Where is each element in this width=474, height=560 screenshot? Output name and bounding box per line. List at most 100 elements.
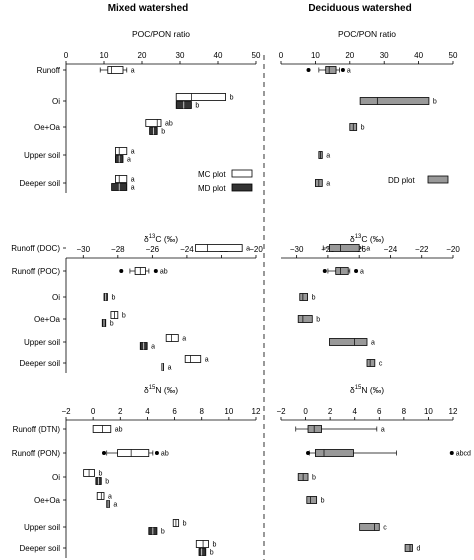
tick-label: 2 (328, 407, 333, 416)
significance-letter: ab (115, 427, 123, 434)
legend-swatch-md (231, 183, 253, 192)
significance-letter: b (433, 99, 437, 106)
tick-label: −30 (76, 245, 90, 254)
significance-letter: a (127, 157, 131, 164)
tick-label: −24 (180, 245, 194, 254)
significance-letter: a (381, 427, 385, 434)
tick-label: 10 (100, 51, 109, 60)
box-dd-deciduous (306, 496, 318, 504)
category-label: Upper soil (24, 338, 60, 347)
significance-letter: a (360, 269, 364, 276)
tick-label: 12 (252, 407, 261, 416)
box-mc-mixed (195, 540, 209, 548)
chart-panel-3: δ15N (‰) δ15N (‰) −2 0 2 4 6 8 10 12 −2 0 2 4 6 8 10 12 Ru… (12, 385, 471, 558)
tick-label: 50 (449, 51, 458, 60)
outlier-point (322, 269, 327, 273)
category-label: Deeper soil (20, 359, 61, 368)
category-label: Oi (52, 293, 60, 302)
significance-letter: a (246, 246, 250, 253)
legend-swatch-dd (427, 175, 449, 184)
outlier-point (449, 451, 454, 455)
significance-letter: b (110, 321, 114, 328)
significance-letter: b (161, 129, 165, 136)
tick-label: 30 (380, 51, 389, 60)
significance-letter: abcd (456, 451, 471, 458)
tick-label: 4 (352, 407, 357, 416)
tick-label: −24 (384, 245, 398, 254)
box-dd-deciduous (359, 523, 380, 531)
tick-label: 40 (214, 51, 223, 60)
legend-label-dd: DD plot (388, 176, 415, 185)
outlier-point (102, 451, 106, 455)
significance-letter: b (312, 295, 316, 302)
box-dd-deciduous (335, 267, 349, 275)
box-mc-mixed (145, 119, 162, 127)
col-title-mixed: Mixed watershed (108, 3, 189, 14)
box-mc-mixed (107, 66, 124, 74)
tick-label: 6 (377, 407, 382, 416)
category-label: Oi (52, 473, 60, 482)
axis-title-deciduous: δ15N (‰) (350, 385, 384, 395)
category-label: Runoff (37, 66, 61, 75)
legend-label-md: MD plot (198, 184, 226, 193)
tick-label: 40 (414, 51, 423, 60)
significance-letter: b (195, 103, 199, 110)
box-dd-deciduous (307, 425, 322, 433)
box-mc-mixed (184, 355, 202, 363)
significance-letter: ab (161, 451, 169, 458)
category-label: Oe+Oa (34, 123, 61, 132)
box-dd-deciduous (297, 315, 313, 323)
significance-letter: a (326, 153, 330, 160)
category-label: Runoff (DTN) (13, 425, 61, 434)
significance-letter: a (366, 246, 370, 253)
tick-label: 2 (118, 407, 123, 416)
tick-label: −2 (276, 407, 286, 416)
category-label: Deeper soil (20, 544, 61, 553)
category-label: Deeper soil (20, 179, 61, 188)
tick-label: 12 (449, 407, 458, 416)
tick-label: 0 (303, 407, 308, 416)
legend-swatch-mc (231, 169, 253, 178)
box-dd-deciduous (325, 66, 337, 74)
tick-label: 10 (424, 407, 433, 416)
significance-letter: ab (165, 121, 173, 128)
significance-letter: b (312, 475, 316, 482)
significance-letter: c (379, 361, 383, 368)
significance-letter: a (131, 177, 135, 184)
significance-letter: a (108, 494, 112, 501)
tick-label: 50 (252, 51, 261, 60)
tick-label: −26 (146, 245, 160, 254)
box-mc-mixed (96, 492, 105, 500)
significance-letter: a (131, 68, 135, 75)
significance-letter: b (105, 479, 109, 486)
axis-title-mixed: δ13C (‰) (144, 234, 178, 244)
tick-label: 0 (279, 51, 284, 60)
axis-title-deciduous: δ13C (‰) (350, 234, 384, 244)
significance-letter: a (205, 357, 209, 364)
axis-title-deciduous: POC/PON ratio (338, 29, 396, 39)
box-mc-mixed (92, 425, 112, 433)
box-dd-deciduous (299, 293, 308, 301)
significance-letter: b (321, 498, 325, 505)
tick-label: −20 (249, 245, 263, 254)
significance-letter: a (151, 344, 155, 351)
outlier-point (354, 269, 359, 273)
box-mc-mixed (165, 334, 179, 342)
tick-label: 20 (345, 51, 354, 60)
tick-label: 10 (224, 407, 233, 416)
box-dd-deciduous (366, 359, 376, 367)
tick-label: 0 (91, 407, 96, 416)
box-mc-mixed (115, 147, 128, 155)
tick-label: 10 (311, 51, 320, 60)
outlier-point (306, 451, 311, 455)
category-label: Runoff (DOC) (11, 244, 60, 253)
axis-title-mixed: POC/PON ratio (132, 29, 190, 39)
box-dd-deciduous (359, 97, 430, 105)
axis-title-mixed: δ15N (‰) (144, 385, 178, 395)
box-md-mixed (198, 548, 207, 556)
significance-letter: b (183, 521, 187, 528)
outlier-point (154, 451, 159, 455)
significance-letter: a (182, 336, 186, 343)
tick-label: 20 (138, 51, 147, 60)
